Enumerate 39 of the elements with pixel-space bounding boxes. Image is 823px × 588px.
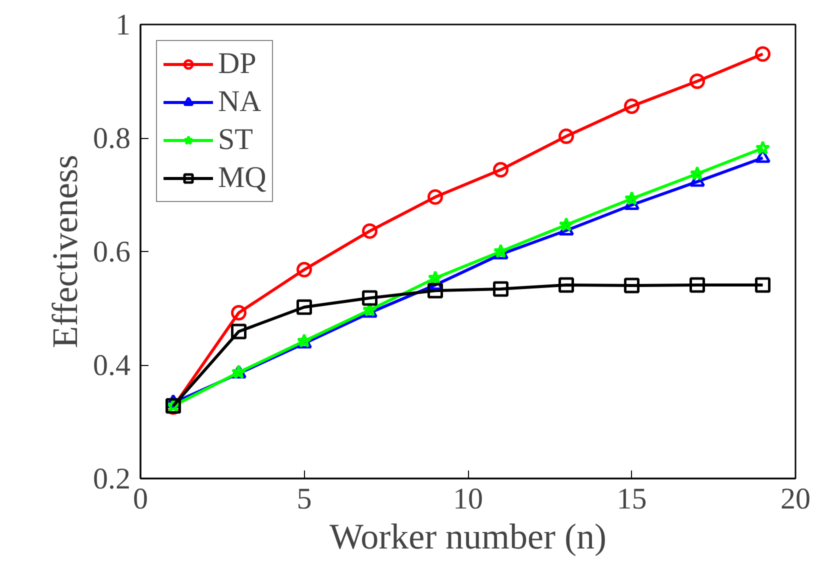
point (428, 189, 443, 205)
x-tick-label: 20 (780, 482, 810, 516)
point (690, 277, 705, 293)
legend-label: ST (218, 123, 254, 157)
legend-label: DP (218, 47, 256, 81)
point (558, 128, 574, 144)
y-tick-label: 0.6 (93, 236, 130, 268)
point (231, 324, 246, 340)
point (558, 217, 574, 232)
point (690, 74, 705, 89)
point (362, 290, 378, 306)
point (624, 190, 640, 206)
point (755, 277, 770, 293)
legend-label: MQ (218, 161, 266, 195)
x-tick-label: 15 (616, 482, 647, 516)
point (755, 46, 770, 62)
y-axis-title: Effectiveness (45, 154, 85, 348)
point (296, 299, 312, 315)
point (231, 305, 246, 321)
x-tick-label: 10 (453, 482, 483, 516)
point (296, 262, 312, 278)
point (428, 270, 443, 285)
point (624, 98, 640, 114)
y-tick-label: 1 (116, 8, 130, 42)
point (690, 166, 705, 180)
point (493, 162, 508, 178)
y-tick-label: 0.8 (93, 122, 130, 155)
x-axis-title: Worker number (n) (330, 516, 606, 556)
point (493, 281, 508, 297)
y-tick-label: 0.2 (93, 462, 130, 496)
point (558, 277, 574, 293)
point (755, 140, 770, 155)
y-tick-label: 0.4 (93, 349, 130, 382)
point (624, 278, 640, 294)
point (428, 282, 443, 298)
x-tick-label: 0 (133, 482, 148, 516)
legend-label: NA (218, 85, 262, 119)
point (362, 223, 378, 239)
x-tick-label: 5 (296, 482, 312, 516)
